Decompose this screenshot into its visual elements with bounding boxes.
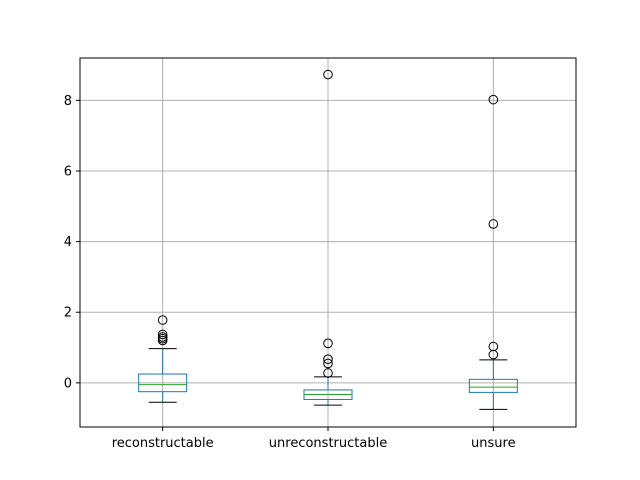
outlier-point <box>323 368 333 378</box>
x-tick-label-reconstructable: reconstructable <box>112 436 214 451</box>
y-tick-label: 2 <box>64 306 72 321</box>
outlier-point <box>157 329 168 340</box>
outlier-point <box>323 338 333 349</box>
outlier-point <box>488 94 499 105</box>
x-tick-label-unsure: unsure <box>471 436 516 451</box>
y-tick-label: 8 <box>64 94 72 109</box>
outlier-point <box>157 332 168 342</box>
y-tick-label: 6 <box>64 164 72 179</box>
outlier-point <box>323 358 333 369</box>
outlier-point <box>323 69 333 80</box>
y-tick-label: 4 <box>64 235 72 250</box>
outlier-point <box>323 354 333 365</box>
box-layer <box>138 69 518 410</box>
outlier-point <box>488 341 499 352</box>
box-group-unreconstructable <box>303 69 353 406</box>
y-tick-label: 0 <box>64 376 72 391</box>
iqr-box <box>138 373 188 393</box>
iqr-box <box>468 378 518 393</box>
outlier-point <box>157 315 168 325</box>
axis-layer: 0 2 4 6 8 reconstructable unreconstructable uns… <box>64 94 516 451</box>
box-group-unsure <box>468 94 518 410</box>
outlier-point <box>488 219 499 229</box>
grid-layer <box>80 58 576 427</box>
x-tick-label-unreconstructable: unreconstructable <box>269 436 387 451</box>
box-group-reconstructable <box>138 315 188 403</box>
